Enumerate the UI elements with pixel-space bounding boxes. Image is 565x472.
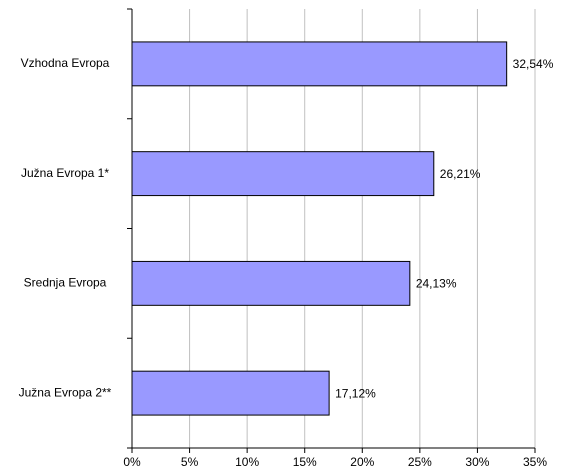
y-tick-label: Srednja Evropa xyxy=(24,276,107,290)
x-tick-label: 0% xyxy=(123,455,141,469)
value-label: 26,21% xyxy=(440,167,481,181)
x-tick-label: 30% xyxy=(465,455,489,469)
x-tick-label: 25% xyxy=(408,455,432,469)
x-tick-label: 10% xyxy=(235,455,259,469)
x-tick-label: 20% xyxy=(350,455,374,469)
value-label: 32,54% xyxy=(513,57,554,71)
y-tick-label: Južna Evropa 1* xyxy=(21,166,109,180)
x-tick-label: 15% xyxy=(293,455,317,469)
x-tick-label: 5% xyxy=(181,455,199,469)
value-label: 17,12% xyxy=(335,386,376,400)
value-label: 24,13% xyxy=(416,277,457,291)
bar xyxy=(131,151,435,197)
bar xyxy=(131,41,508,87)
y-tick-label: Vzhodna Evropa xyxy=(21,56,110,70)
bar xyxy=(131,370,330,416)
y-tick-label: Južna Evropa 2** xyxy=(19,385,112,399)
bar xyxy=(131,260,411,306)
x-tick-label: 35% xyxy=(523,455,547,469)
